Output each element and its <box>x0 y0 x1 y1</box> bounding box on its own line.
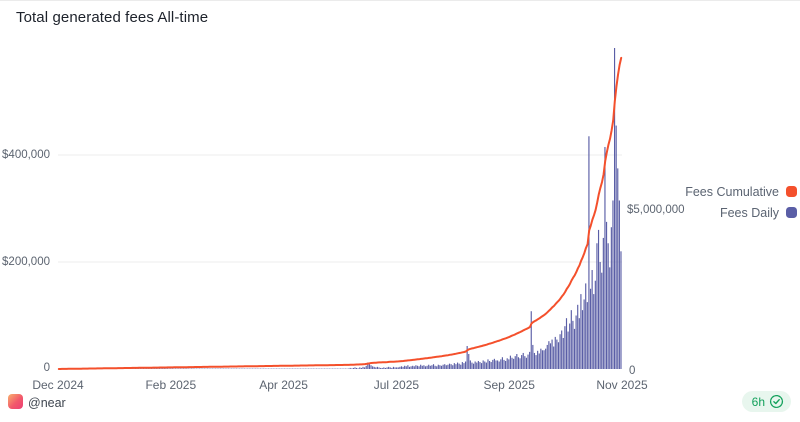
legend-swatch-daily-icon <box>786 207 797 218</box>
legend-label-fees-daily: Fees Daily <box>719 205 779 220</box>
x-axis-label-jul-2025: Jul 2025 <box>373 378 420 392</box>
right-axis-tick-5m: $5,000,000 <box>627 204 685 216</box>
author-avatar[interactable] <box>8 394 23 409</box>
chart-title: Total generated fees All-time <box>16 9 209 26</box>
x-axis-label-feb-2025: Feb 2025 <box>145 378 197 392</box>
fees-daily-bars <box>58 48 622 370</box>
chart-legend: Fees Cumulative Fees Daily <box>685 181 797 223</box>
right-axis-tick-0: 0 <box>629 365 636 377</box>
grid-lines <box>58 154 622 263</box>
legend-item-fees-cumulative[interactable]: Fees Cumulative <box>685 181 797 202</box>
author-handle-link[interactable]: @near <box>28 396 66 410</box>
legend-swatch-cumulative-icon <box>786 186 797 197</box>
refresh-interval-text: 6h <box>751 394 765 409</box>
x-axis-label-dec-2024: Dec 2024 <box>32 378 84 392</box>
x-axis-label-sep-2025: Sep 2025 <box>483 378 535 392</box>
card-top-divider <box>0 0 800 1</box>
x-axis-label-apr-2025: Apr 2025 <box>259 378 308 392</box>
verified-check-icon <box>769 394 784 409</box>
legend-item-fees-daily[interactable]: Fees Daily <box>685 202 797 223</box>
left-axis-tick-200k: $200,000 <box>2 256 50 268</box>
legend-label-fees-cumulative: Fees Cumulative <box>685 184 779 199</box>
x-axis-label-nov-2025: Nov 2025 <box>596 378 648 392</box>
fees-cumulative-line <box>57 56 623 370</box>
left-axis-tick-0: 0 <box>43 362 50 374</box>
refresh-status-badge[interactable]: 6h <box>741 391 791 412</box>
left-axis-tick-400k: $400,000 <box>2 149 50 161</box>
